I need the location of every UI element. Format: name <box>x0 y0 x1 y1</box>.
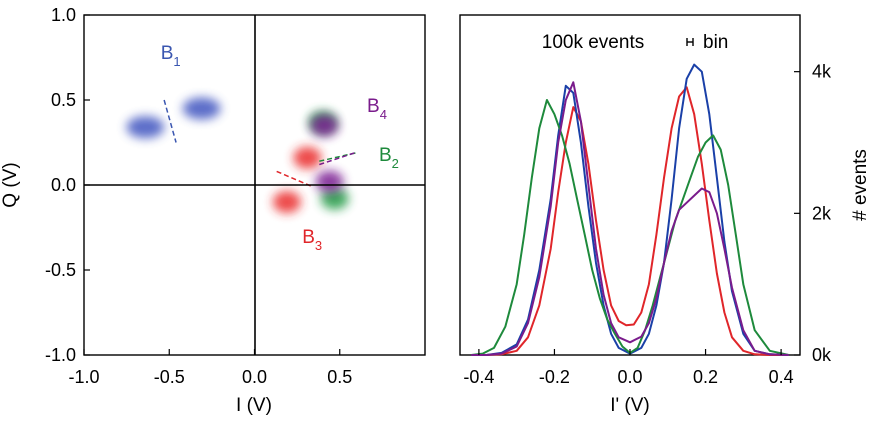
q-tick-label: 0.5 <box>51 90 76 110</box>
i-tick-label: -0.5 <box>154 367 185 387</box>
state-dividers <box>163 99 357 188</box>
histogram-series <box>471 63 789 356</box>
state-b2-label: B2 <box>379 145 399 171</box>
iprime-tick-label: -0.2 <box>539 367 570 387</box>
events-annotation: 100k events <box>542 32 644 53</box>
i-axis-label: I (V) <box>236 395 272 416</box>
state-labels: B1 B2 B3 B4 <box>161 43 399 253</box>
state-b4-blob-1 <box>310 114 339 137</box>
state-b1-divider <box>163 99 177 143</box>
histogram-line-3 <box>471 99 789 356</box>
q-tick-label: -0.5 <box>45 260 76 280</box>
histogram-line-1 <box>471 86 789 356</box>
histogram-line-2 <box>471 63 789 356</box>
state-b3-blob-2 <box>272 191 301 213</box>
iq-scatter-panel: -1.0 -0.5 0.0 0.5 -1.0 -0.5 0.0 0.5 1.0 B1 B2 B3 B4… <box>0 5 426 416</box>
bin-width-marker <box>686 38 694 46</box>
state-b4-label: B4 <box>367 96 387 122</box>
state-b2-blob-2 <box>320 187 349 210</box>
state-b3-label: B3 <box>302 227 322 253</box>
iprime-tick-label: -0.4 <box>463 367 494 387</box>
q-tick-label: 1.0 <box>51 5 76 25</box>
i-tick-label: -1.0 <box>68 367 99 387</box>
i-tick-label: 0.0 <box>242 367 267 387</box>
iprime-tick-label: 0.4 <box>769 367 794 387</box>
bin-label: bin <box>703 32 728 53</box>
i-tick-label: 0.5 <box>327 367 352 387</box>
histogram-line-4 <box>471 81 789 356</box>
events-tick-label: 2k <box>812 203 832 223</box>
state-b3-blob-1 <box>293 146 322 169</box>
state-b1-blob-2 <box>182 97 221 120</box>
iprime-axis-label: I' (V) <box>610 395 650 416</box>
events-tick-label: 4k <box>812 62 832 82</box>
q-axis-label: Q (V) <box>0 162 21 207</box>
state-b1-label: B1 <box>161 43 181 69</box>
state-b4-divider <box>319 151 356 166</box>
state-b4-blob-2 <box>315 170 344 193</box>
iprime-tick-label: 0.2 <box>693 367 718 387</box>
events-axis-label: # events <box>850 149 871 221</box>
iq-blobs <box>126 97 349 213</box>
events-tick-label: 0k <box>812 345 832 365</box>
state-b3-divider <box>276 170 313 188</box>
state-b1-blob-1 <box>126 116 165 139</box>
q-tick-label: -1.0 <box>45 345 76 365</box>
histogram-axis-ticks: -0.4 -0.2 0.0 0.2 0.4 0k 2k 4k <box>463 62 832 387</box>
iq-axis-ticks: -1.0 -0.5 0.0 0.5 -1.0 -0.5 0.0 0.5 1.0 <box>45 5 352 387</box>
iprime-tick-label: 0.0 <box>617 367 642 387</box>
q-tick-label: 0.0 <box>51 175 76 195</box>
